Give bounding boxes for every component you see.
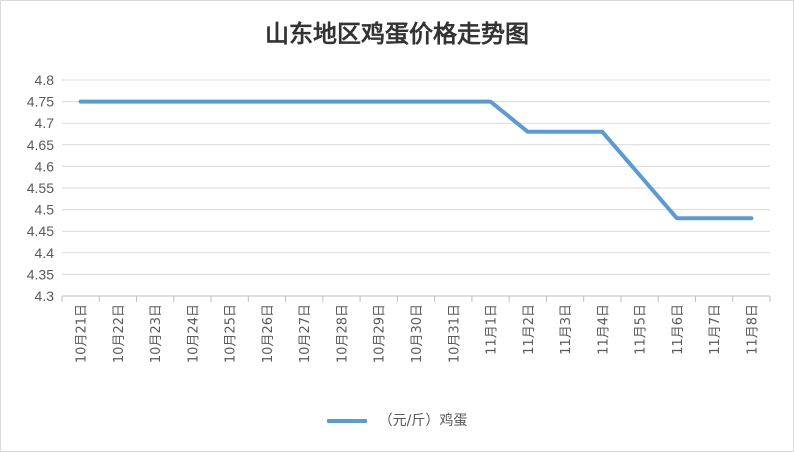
series-layer bbox=[78, 99, 754, 221]
y-tick-label: 4.55 bbox=[27, 180, 54, 196]
x-axis: 10月21日 10月22日 10月23日 10月24日 10月25日 10月26日 10月2… bbox=[61, 295, 771, 363]
x-tick-label: 10月21日 bbox=[75, 304, 90, 363]
y-axis-ticks: 4.8 4.75 4.7 4.65 4.6 4.55 4.5 4.45 4.4 4.35 4.3 bbox=[27, 72, 54, 304]
legend-swatch bbox=[326, 419, 367, 423]
x-tick-label: 10月27日 bbox=[298, 304, 313, 363]
legend-label: （元/斤）鸡蛋 bbox=[378, 413, 468, 429]
y-tick-label: 4.75 bbox=[27, 94, 54, 110]
x-tick-label: 10月25日 bbox=[224, 304, 239, 363]
y-tick-label: 4.7 bbox=[35, 115, 55, 131]
x-tick-label: 11月3日 bbox=[559, 304, 574, 355]
x-tick-label: 11月8日 bbox=[745, 304, 760, 355]
x-tick-label: 10月26日 bbox=[261, 304, 276, 363]
x-tick-label: 11月2日 bbox=[522, 304, 537, 355]
x-tick-label: 10月22日 bbox=[112, 304, 127, 363]
x-tick-label: 11月6日 bbox=[671, 304, 686, 355]
gridlines bbox=[62, 79, 770, 275]
chart-title: 山东地区鸡蛋价格走势图 bbox=[265, 19, 529, 48]
series-line bbox=[78, 99, 754, 221]
x-tick-label: 11月1日 bbox=[485, 304, 500, 355]
y-tick-label: 4.45 bbox=[27, 223, 54, 239]
x-tick-label: 10月30日 bbox=[410, 304, 425, 363]
y-tick-label: 4.8 bbox=[35, 72, 55, 88]
legend: （元/斤）鸡蛋 bbox=[0, 410, 794, 430]
x-tick-label: 10月23日 bbox=[149, 304, 164, 363]
y-tick-label: 4.35 bbox=[27, 266, 54, 282]
x-tick-label: 10月28日 bbox=[335, 304, 350, 363]
y-tick-label: 4.65 bbox=[27, 137, 54, 153]
x-tick-label: 10月29日 bbox=[373, 304, 388, 363]
x-tick-label: 11月4日 bbox=[596, 304, 611, 355]
y-tick-label: 4.5 bbox=[35, 202, 55, 218]
y-tick-label: 4.3 bbox=[35, 288, 55, 304]
y-tick-label: 4.4 bbox=[35, 245, 55, 261]
y-tick-label: 4.6 bbox=[35, 158, 55, 174]
x-tick-label: 11月5日 bbox=[634, 304, 649, 355]
x-tick-label: 10月31日 bbox=[447, 304, 462, 363]
x-tick-label: 11月7日 bbox=[708, 304, 723, 355]
x-tick-label: 10月24日 bbox=[186, 304, 201, 363]
